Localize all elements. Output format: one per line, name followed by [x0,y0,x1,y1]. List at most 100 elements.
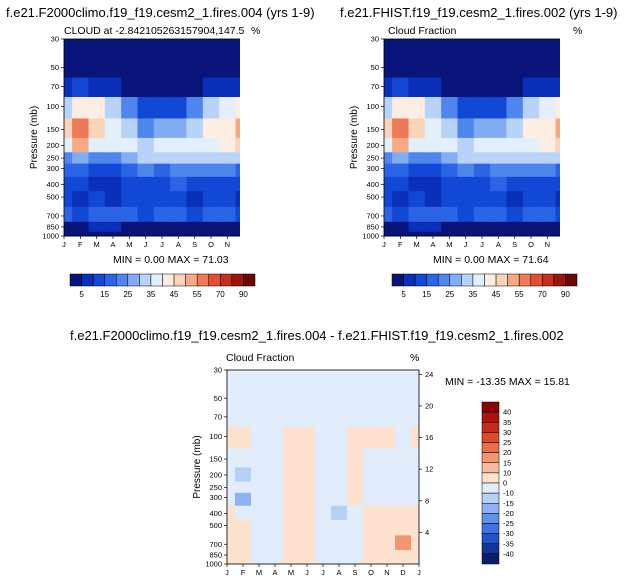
heatmap-cell [137,96,155,119]
colorbar-swatch [553,273,566,287]
heatmap-cell [219,151,236,164]
heatmap-cell [331,481,348,493]
heatmap-cell [331,384,348,408]
colorbar-swatch [481,462,500,474]
pressure-tick-label: 300 [209,493,222,502]
month-tick-label: M [288,568,294,577]
heatmap-cell [283,549,300,560]
pressure-tick-label: 1000 [362,232,379,241]
heatmap-cell [170,118,187,138]
heatmap-cell [363,384,380,408]
heatmap-cell [315,467,332,482]
heatmap-cell [457,137,475,153]
heatmap-cell [539,137,556,153]
heatmap-cell [315,492,332,506]
heatmap-cell [506,176,524,192]
pressure-tick-label: 100 [366,102,379,111]
pressure-tick-label: 70 [51,82,59,91]
pressure-tick-label: 250 [366,154,379,163]
heatmap-cell [104,151,122,164]
heatmap-cell [251,481,268,493]
heatmap-cell [104,118,122,138]
heatmap-cell [283,384,300,408]
heatmap-cell [555,231,560,237]
heatmap-cell [88,137,106,153]
heatmap-cell [539,221,556,232]
heatmap-cell [72,231,89,237]
heatmap-cell [539,206,556,222]
heatmap-cell [315,447,332,468]
panel3-units: % [410,352,420,364]
heatmap-cell [227,549,236,560]
colorbar-swatch [565,273,578,287]
heatmap-cell [64,206,73,222]
heatmap-cell [379,467,396,482]
colorbar-label: 90 [239,290,248,299]
heatmap-cell [331,426,348,449]
heatmap-cell [392,77,409,98]
colorbar-swatch [438,273,451,287]
heatmap-cell [424,77,442,98]
heatmap-cell [186,190,204,207]
heatmap-cell [267,370,284,385]
heatmap-cell [395,426,412,449]
heatmap-cell [219,96,236,119]
heatmap-cell [267,559,284,565]
heatmap-cell [153,176,171,192]
heatmap-cell [283,467,300,482]
heatmap-cell [104,77,122,98]
heatmap-cell [283,519,300,536]
heatmap-cell [555,163,560,177]
month-tick-label: M [126,240,132,249]
pressure-tick-label: 200 [46,141,59,150]
heatmap-cell [347,481,364,493]
heatmap-cell [490,221,507,232]
heatmap-cell [137,206,155,222]
heatmap-cell [315,559,332,565]
pressure-tick-label: 30 [51,35,59,44]
heatmap-cell [363,559,380,565]
heatmap-cell [395,481,412,493]
month-tick-label: J [144,240,148,249]
colorbar-label: 35 [468,290,477,299]
height-tick-label: 24 [425,370,433,379]
heatmap-cell [251,549,268,560]
colorbar-swatch [481,411,500,423]
heatmap-cell [347,384,364,408]
heatmap-cell [384,53,393,78]
colorbar-swatch [481,422,500,433]
heatmap-cell [506,137,524,153]
heatmap-cell [64,221,73,232]
height-tick-label: 20 [425,401,433,410]
pressure-tick-label: 30 [371,35,379,44]
month-tick-label: J [225,568,229,577]
heatmap-cell [202,206,220,222]
heatmap-cell [473,190,491,207]
heatmap-cell [384,77,393,98]
panel2-plot: 3050701001502002503004005007008501000481… [349,35,560,249]
heatmap-cell [522,96,540,119]
heatmap-cell [267,492,284,506]
heatmap-cell [137,176,155,192]
heatmap-cell [251,370,268,385]
heatmap-cell [392,231,409,237]
heatmap-cell [379,481,396,493]
heatmap-cell [227,519,236,536]
colorbar-label: 5 [401,290,406,299]
heatmap-cell [539,190,556,207]
heatmap-cell [392,96,409,119]
colorbar-label: 70 [538,290,547,299]
heatmap-cell [331,549,348,560]
heatmap-cell [555,137,560,153]
colorbar-label: 40 [503,408,511,417]
heatmap-cell [153,39,171,54]
pressure-tick-label: 400 [366,180,379,189]
month-tick-label: J [160,240,164,249]
heatmap-cell [441,231,458,237]
heatmap-cell [363,370,380,385]
heatmap-cell [408,96,426,119]
heatmap-cell [392,53,409,78]
heatmap-cell [347,559,364,565]
heatmap-cell [506,77,524,98]
heatmap-cell [457,176,475,192]
